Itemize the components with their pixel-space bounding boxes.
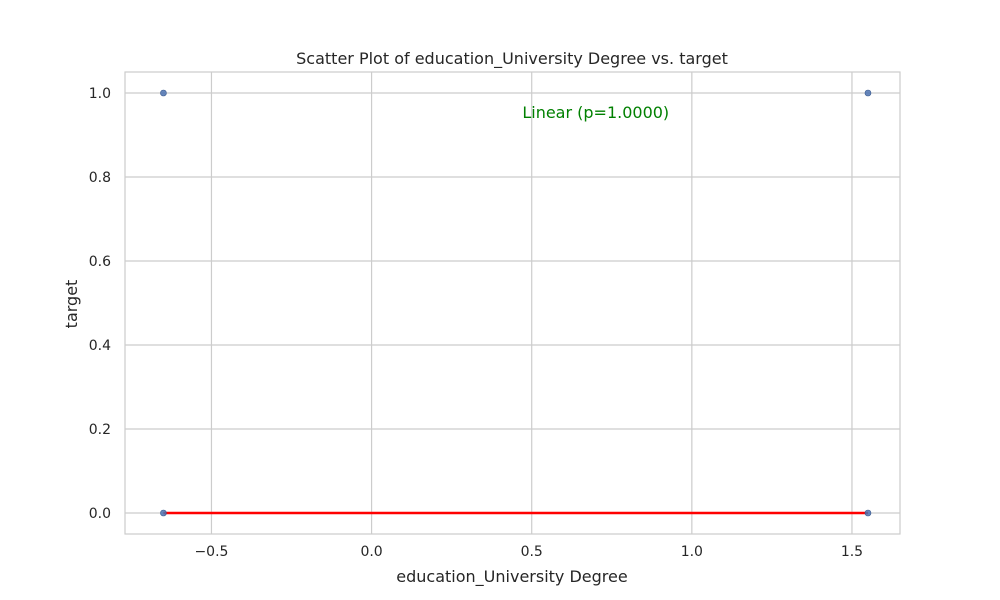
- y-tick-label: 0.6: [89, 254, 111, 270]
- data-point: [864, 89, 872, 97]
- y-tick-label: 0.8: [89, 170, 111, 186]
- y-tick-label: 0.0: [89, 506, 111, 522]
- x-tick-label: 1.5: [841, 544, 863, 560]
- x-tick-labels: −0.5 0.0 0.5 1.0 1.5: [194, 544, 863, 560]
- x-tick-label: 0.5: [521, 544, 543, 560]
- x-tick-label: 1.0: [681, 544, 703, 560]
- points-layer: [160, 89, 872, 517]
- y-tick-label: 0.2: [89, 422, 111, 438]
- y-axis-label: target: [62, 280, 81, 329]
- y-tick-label: 1.0: [89, 86, 111, 102]
- y-tick-label: 0.4: [89, 338, 111, 354]
- data-point: [160, 89, 167, 97]
- x-tick-label: 0.0: [360, 544, 382, 560]
- plot-frame: [124, 71, 901, 535]
- chart-title: Scatter Plot of education_University Deg…: [296, 49, 728, 69]
- annotation-label: Linear (p=1.0000): [522, 103, 669, 122]
- y-tick-labels: 0.0 0.2 0.4 0.6 0.8 1.0: [89, 86, 111, 522]
- x-axis-label: education_University Degree: [396, 567, 627, 587]
- data-point: [160, 509, 167, 517]
- data-point: [864, 509, 872, 517]
- x-tick-label: −0.5: [194, 544, 228, 560]
